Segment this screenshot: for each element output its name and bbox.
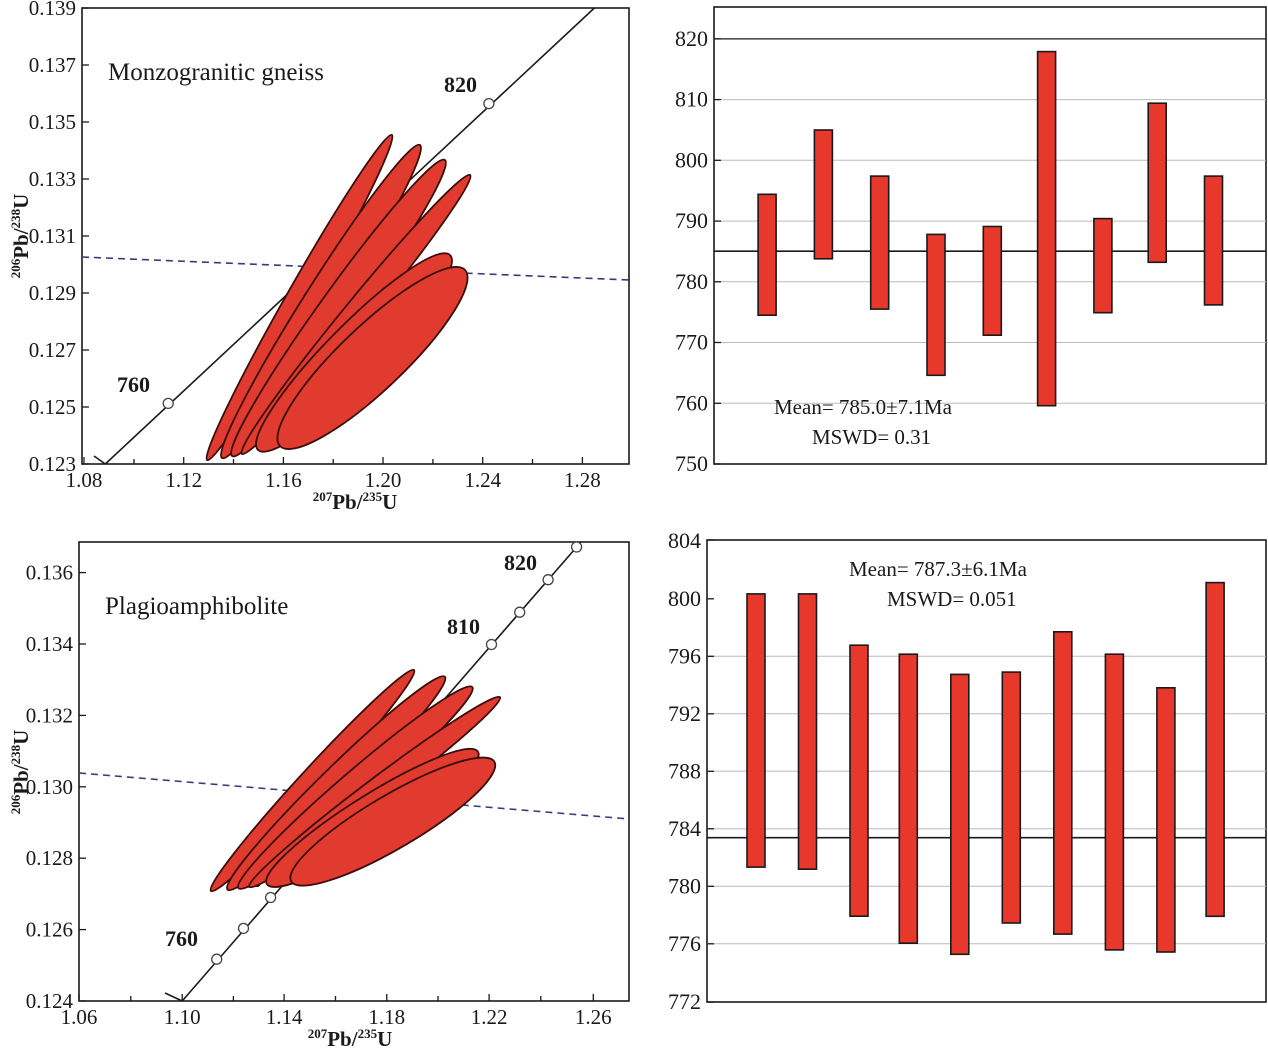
svg-text:206Pb/238U: 206Pb/238U: [8, 730, 33, 815]
svg-text:800: 800: [675, 147, 708, 172]
svg-text:820: 820: [444, 72, 477, 97]
svg-text:1.10: 1.10: [164, 1005, 201, 1029]
svg-text:MSWD= 0.31: MSWD= 0.31: [812, 425, 931, 449]
svg-text:0.124: 0.124: [26, 989, 74, 1013]
svg-text:1.16: 1.16: [265, 468, 302, 492]
svg-text:1.12: 1.12: [165, 468, 202, 492]
svg-text:0.135: 0.135: [29, 110, 76, 134]
svg-text:790: 790: [675, 208, 708, 233]
svg-text:0.133: 0.133: [29, 167, 76, 191]
svg-text:Monzogranitic gneiss: Monzogranitic gneiss: [108, 59, 324, 86]
svg-text:0.131: 0.131: [29, 224, 76, 248]
svg-text:1.28: 1.28: [564, 468, 601, 492]
svg-text:760: 760: [165, 926, 198, 951]
svg-text:0.134: 0.134: [26, 632, 74, 656]
svg-text:804: 804: [668, 528, 701, 553]
svg-text:770: 770: [675, 330, 708, 355]
svg-text:796: 796: [668, 644, 701, 669]
svg-text:206Pb/238U: 206Pb/238U: [8, 194, 33, 279]
svg-text:0.125: 0.125: [29, 395, 76, 419]
svg-text:750: 750: [675, 451, 708, 476]
svg-text:788: 788: [668, 759, 701, 784]
svg-text:820: 820: [504, 550, 537, 575]
svg-text:1.14: 1.14: [266, 1005, 303, 1029]
svg-text:Plagioamphibolite: Plagioamphibolite: [105, 593, 288, 620]
svg-text:Mean= 787.3±6.1Ma: Mean= 787.3±6.1Ma: [849, 557, 1028, 581]
svg-text:Mean= 785.0±7.1Ma: Mean= 785.0±7.1Ma: [774, 395, 953, 419]
svg-text:0.123: 0.123: [29, 452, 76, 476]
svg-text:0.136: 0.136: [26, 561, 73, 585]
svg-text:784: 784: [668, 816, 701, 841]
svg-text:0.132: 0.132: [26, 703, 73, 727]
svg-text:810: 810: [675, 87, 708, 112]
svg-text:800: 800: [668, 586, 701, 611]
svg-text:1.22: 1.22: [471, 1005, 508, 1029]
svg-text:780: 780: [675, 269, 708, 294]
svg-text:810: 810: [447, 614, 480, 639]
svg-text:792: 792: [668, 701, 701, 726]
svg-text:0.139: 0.139: [29, 0, 76, 20]
svg-text:0.128: 0.128: [26, 846, 73, 870]
svg-text:MSWD= 0.051: MSWD= 0.051: [887, 587, 1017, 611]
svg-text:776: 776: [668, 931, 701, 956]
svg-text:780: 780: [668, 874, 701, 899]
svg-text:0.137: 0.137: [29, 53, 76, 77]
svg-text:207Pb/235U: 207Pb/235U: [308, 1026, 393, 1048]
svg-text:760: 760: [675, 390, 708, 415]
svg-text:0.126: 0.126: [26, 918, 73, 942]
svg-text:0.129: 0.129: [29, 281, 76, 305]
svg-text:0.127: 0.127: [29, 338, 76, 362]
svg-text:820: 820: [675, 26, 708, 51]
svg-text:1.24: 1.24: [464, 468, 501, 492]
svg-text:772: 772: [668, 989, 701, 1014]
svg-text:207Pb/235U: 207Pb/235U: [313, 489, 398, 514]
svg-text:1.26: 1.26: [575, 1005, 612, 1029]
svg-text:760: 760: [117, 372, 150, 397]
